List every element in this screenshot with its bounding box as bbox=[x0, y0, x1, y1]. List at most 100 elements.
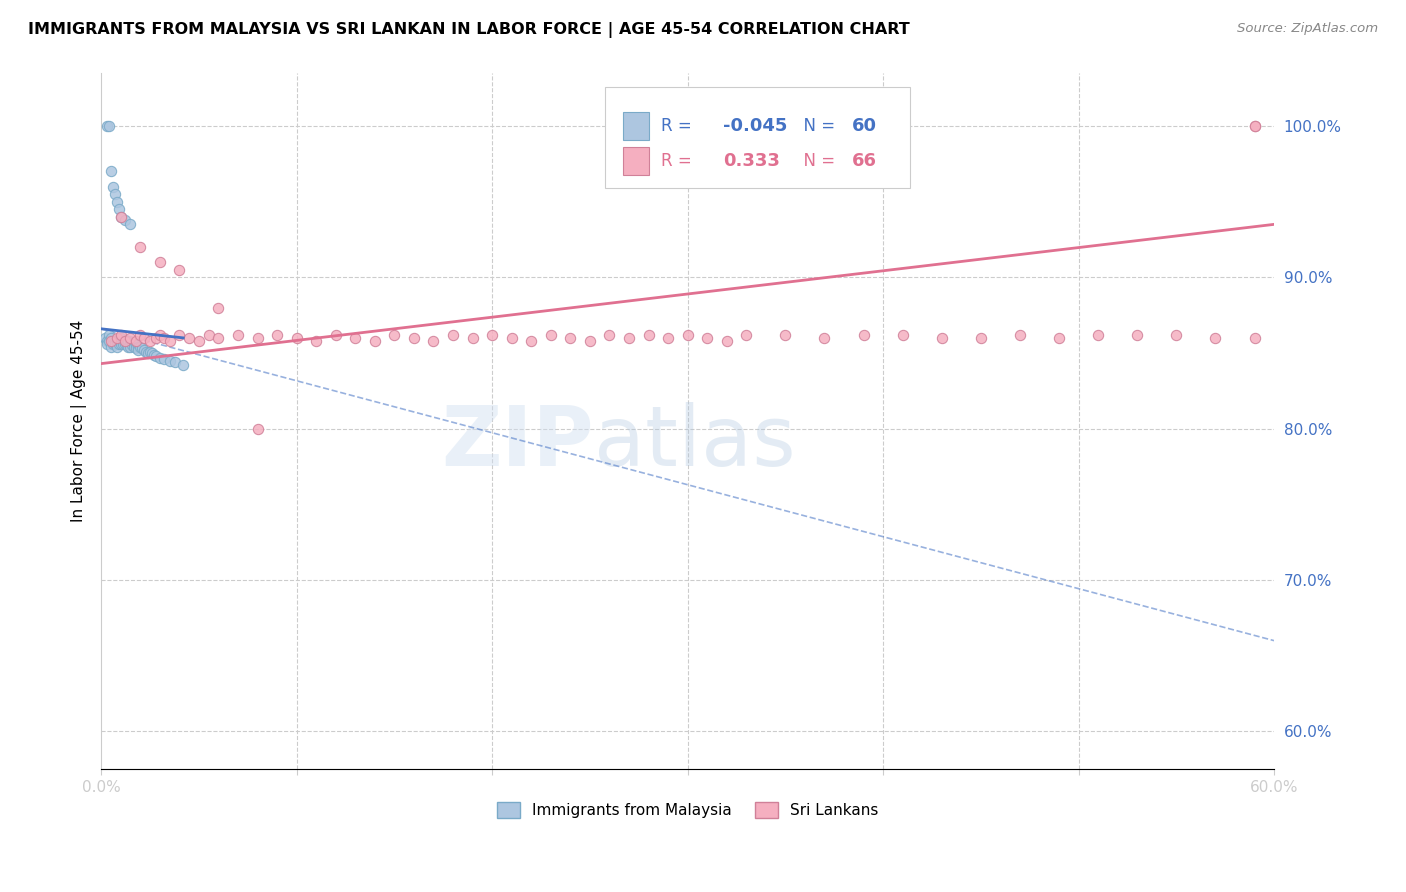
Point bbox=[125, 338, 148, 352]
Point bbox=[136, 346, 159, 360]
Point bbox=[120, 331, 142, 345]
Text: 66: 66 bbox=[852, 152, 877, 169]
Point bbox=[104, 337, 127, 351]
Point bbox=[1204, 331, 1226, 345]
Point bbox=[364, 334, 387, 348]
Point bbox=[226, 327, 249, 342]
Point bbox=[121, 338, 143, 352]
Text: ZIP: ZIP bbox=[441, 401, 593, 483]
Point bbox=[657, 331, 679, 345]
Point bbox=[105, 340, 128, 354]
Point bbox=[110, 337, 132, 351]
Point bbox=[104, 334, 127, 348]
Y-axis label: In Labor Force | Age 45-54: In Labor Force | Age 45-54 bbox=[72, 320, 87, 523]
Point bbox=[142, 347, 165, 361]
Point bbox=[149, 255, 172, 269]
Point bbox=[696, 331, 718, 345]
Point bbox=[305, 334, 328, 348]
Point bbox=[107, 334, 129, 348]
Point bbox=[111, 334, 134, 348]
Point bbox=[852, 327, 875, 342]
Point bbox=[114, 334, 136, 348]
Text: IMMIGRANTS FROM MALAYSIA VS SRI LANKAN IN LABOR FORCE | AGE 45-54 CORRELATION CH: IMMIGRANTS FROM MALAYSIA VS SRI LANKAN I… bbox=[28, 22, 910, 38]
Point bbox=[169, 327, 191, 342]
Point bbox=[402, 331, 425, 345]
Point bbox=[1243, 331, 1265, 345]
Point bbox=[1008, 327, 1031, 342]
Point bbox=[1243, 119, 1265, 133]
Point bbox=[101, 334, 124, 348]
Point bbox=[246, 422, 269, 436]
Point bbox=[97, 327, 120, 342]
Point bbox=[1047, 331, 1070, 345]
Text: 60: 60 bbox=[852, 117, 877, 135]
Point bbox=[560, 331, 582, 345]
Point bbox=[813, 331, 835, 345]
Point bbox=[169, 262, 191, 277]
Point bbox=[501, 331, 523, 345]
Point bbox=[197, 327, 219, 342]
Point bbox=[105, 331, 128, 345]
Point bbox=[114, 334, 136, 348]
Point bbox=[159, 334, 181, 348]
Point bbox=[115, 338, 138, 352]
Point bbox=[96, 337, 118, 351]
Point bbox=[344, 331, 367, 345]
Point bbox=[139, 344, 162, 359]
Point bbox=[207, 301, 229, 315]
Point bbox=[481, 327, 503, 342]
Point bbox=[152, 331, 174, 345]
Point bbox=[152, 352, 174, 367]
Point bbox=[246, 331, 269, 345]
Point bbox=[120, 218, 142, 232]
Point bbox=[114, 337, 136, 351]
Point bbox=[105, 337, 128, 351]
Point bbox=[579, 334, 602, 348]
Bar bbox=[623, 112, 650, 140]
Point bbox=[285, 331, 308, 345]
Point bbox=[100, 340, 122, 354]
Point bbox=[159, 353, 181, 368]
Point bbox=[100, 331, 122, 345]
Point bbox=[931, 331, 953, 345]
Point bbox=[110, 210, 132, 224]
Point bbox=[177, 331, 200, 345]
Point bbox=[110, 334, 132, 348]
Text: R =: R = bbox=[661, 117, 696, 135]
Point bbox=[129, 340, 152, 354]
Point bbox=[970, 331, 993, 345]
Point bbox=[127, 343, 149, 357]
Text: atlas: atlas bbox=[593, 401, 796, 483]
Point bbox=[125, 334, 148, 348]
Point bbox=[107, 337, 129, 351]
Point bbox=[187, 334, 209, 348]
Point bbox=[94, 331, 117, 345]
Point bbox=[165, 355, 187, 369]
Point bbox=[101, 179, 124, 194]
FancyBboxPatch shape bbox=[606, 87, 911, 188]
Point bbox=[145, 331, 167, 345]
Point bbox=[124, 340, 146, 354]
Point bbox=[207, 331, 229, 345]
Point bbox=[100, 334, 122, 348]
Point bbox=[540, 327, 562, 342]
Point bbox=[105, 334, 128, 348]
Point bbox=[120, 340, 142, 354]
Point bbox=[135, 344, 157, 359]
Point bbox=[441, 327, 464, 342]
Point bbox=[127, 340, 149, 354]
Point bbox=[1087, 327, 1109, 342]
Legend: Immigrants from Malaysia, Sri Lankans: Immigrants from Malaysia, Sri Lankans bbox=[491, 797, 884, 824]
Point bbox=[115, 334, 138, 348]
Point bbox=[266, 327, 288, 342]
Point bbox=[110, 327, 132, 342]
Point bbox=[117, 335, 139, 350]
Point bbox=[124, 337, 146, 351]
Point bbox=[105, 194, 128, 209]
Point bbox=[461, 331, 484, 345]
Point bbox=[134, 343, 156, 357]
Point bbox=[100, 164, 122, 178]
Point bbox=[104, 187, 127, 202]
Point bbox=[110, 331, 132, 345]
Point bbox=[775, 327, 797, 342]
